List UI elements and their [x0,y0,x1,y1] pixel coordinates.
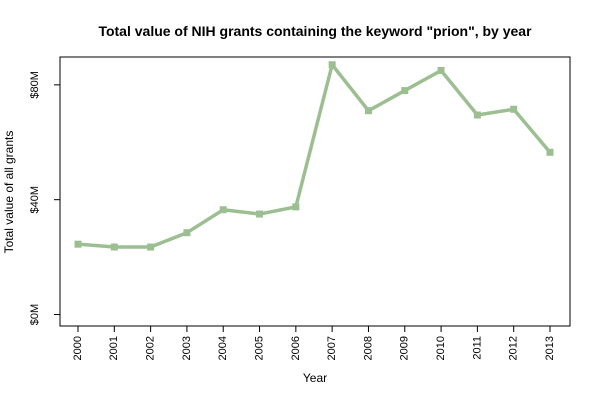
x-tick-label: 2002 [145,336,157,360]
data-point [110,243,118,251]
data-point [74,240,82,248]
data-point [510,105,518,113]
chart-title: Total value of NIH grants containing the… [98,23,532,39]
data-point [256,210,264,218]
data-point [473,111,481,119]
y-tick-label: $0M [29,304,41,325]
data-point [219,206,227,214]
x-tick-label: 2001 [108,336,120,360]
x-tick-label: 2007 [326,336,338,360]
x-tick-label: 2003 [181,336,193,360]
data-point [437,66,445,74]
y-axis-label: Total value of all grants [2,131,16,254]
data-point [401,87,409,95]
series-line-group [74,61,554,251]
data-point [183,229,191,237]
data-point [147,243,155,251]
x-axis-label: Year [303,371,327,385]
x-tick-label: 2008 [362,336,374,360]
y-tick-label: $40M [29,186,41,214]
x-tick-label: 2010 [435,336,447,360]
data-point [364,107,372,115]
x-tick-label: 2005 [253,336,265,360]
x-tick-label: 2006 [290,336,302,360]
x-tick-label: 2013 [544,336,556,360]
x-tick-label: 2012 [508,336,520,360]
data-point [292,203,300,211]
x-tick-label: 2004 [217,336,229,360]
data-point [546,148,554,156]
y-tick-label: $80M [29,71,41,99]
series-line [76,63,552,249]
data-point [328,61,336,69]
x-tick-label: 2011 [471,336,483,360]
x-tick-label: 2009 [399,336,411,360]
plot-frame [59,56,571,327]
x-axis: 2000 2001 2002 2003 2004 2005 2006 2007 2008 2009… [72,326,556,360]
x-tick-label: 2000 [72,336,84,360]
y-axis: $0M $40M $80M [29,71,60,325]
